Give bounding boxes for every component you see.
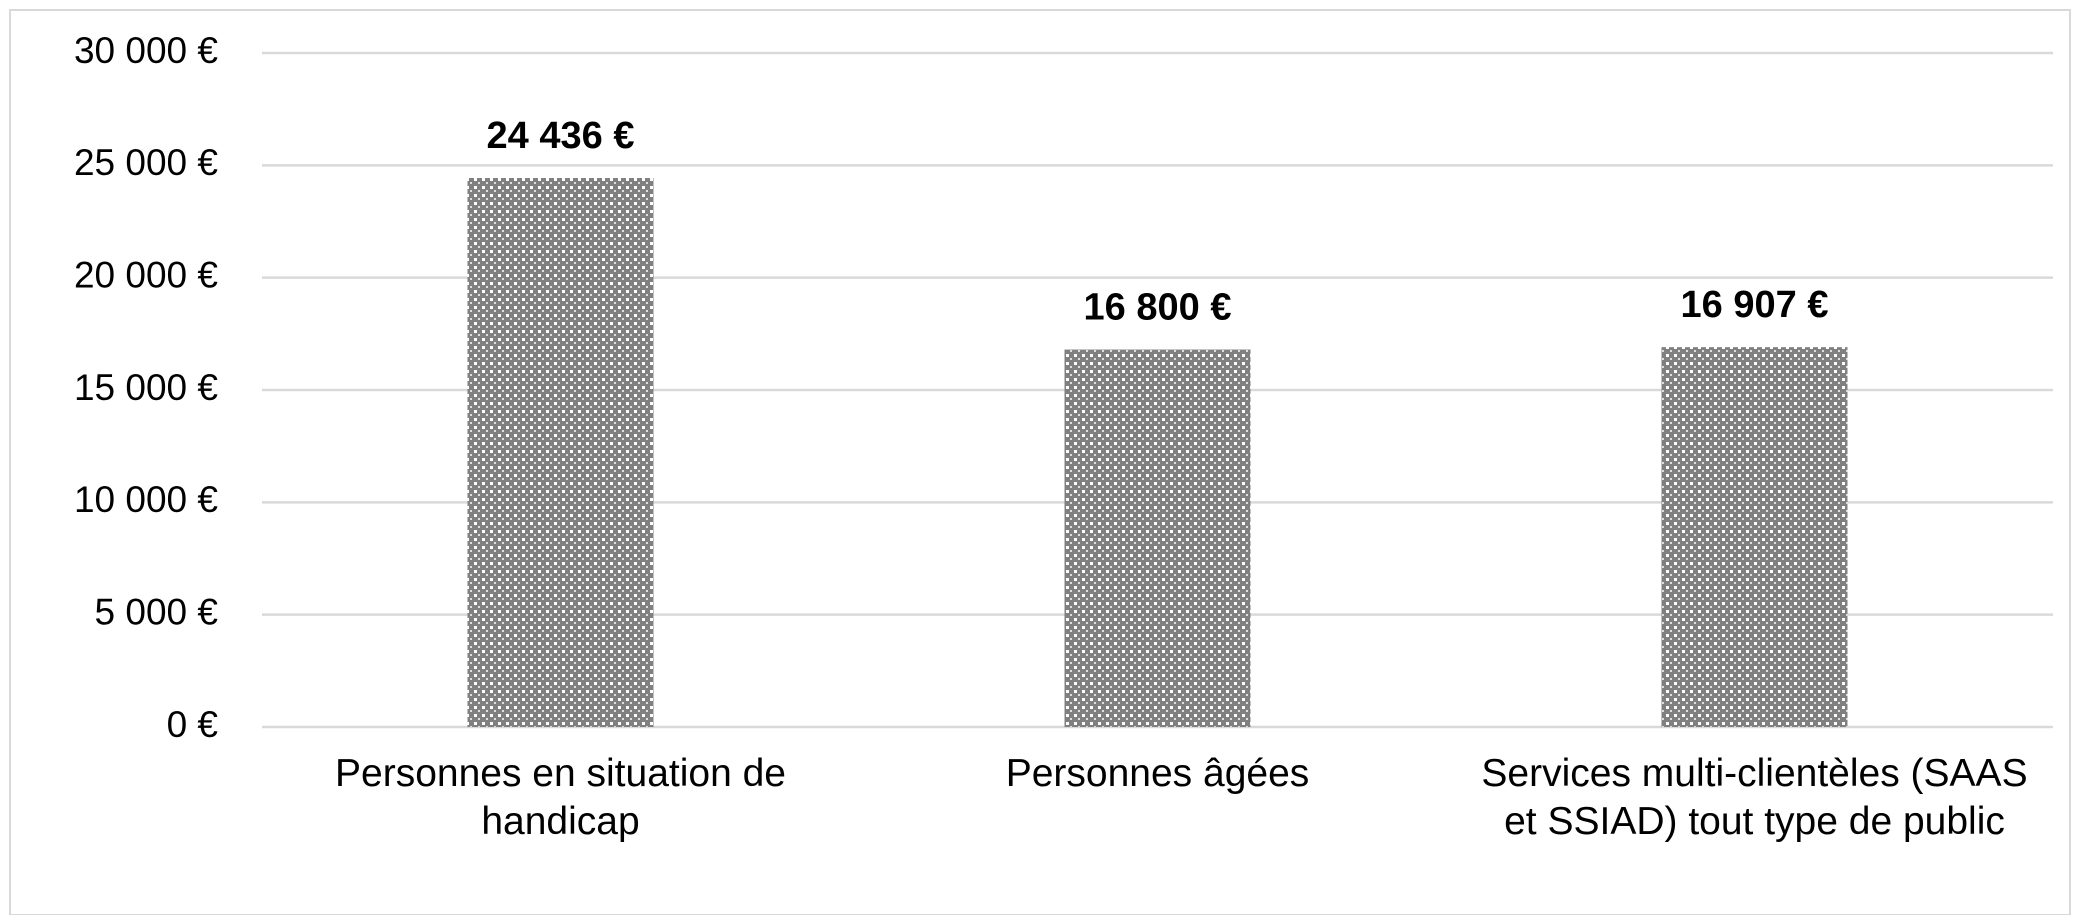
y-tick-label: 0 € bbox=[167, 704, 219, 745]
bar bbox=[467, 178, 654, 728]
bar bbox=[1064, 349, 1251, 727]
y-tick-label: 15 000 € bbox=[74, 367, 218, 408]
y-tick-label: 30 000 € bbox=[74, 30, 218, 71]
value-label: 16 800 € bbox=[1084, 287, 1232, 329]
y-tick-label: 5 000 € bbox=[95, 591, 219, 632]
x-tick-label: Services multi-clientèles (SAAS et SSIAD)… bbox=[1481, 752, 2027, 843]
chart-border bbox=[9, 9, 2071, 915]
value-label: 24 436 € bbox=[487, 115, 635, 157]
x-tick-label: Personnes en situation de handicap bbox=[335, 752, 786, 843]
bar bbox=[1661, 347, 1848, 727]
x-tick-label: Personnes âgées bbox=[1006, 752, 1310, 795]
value-label: 16 907 € bbox=[1681, 284, 1829, 326]
y-tick-label: 20 000 € bbox=[74, 254, 218, 295]
y-tick-label: 25 000 € bbox=[74, 142, 218, 183]
y-tick-label: 10 000 € bbox=[74, 479, 218, 520]
